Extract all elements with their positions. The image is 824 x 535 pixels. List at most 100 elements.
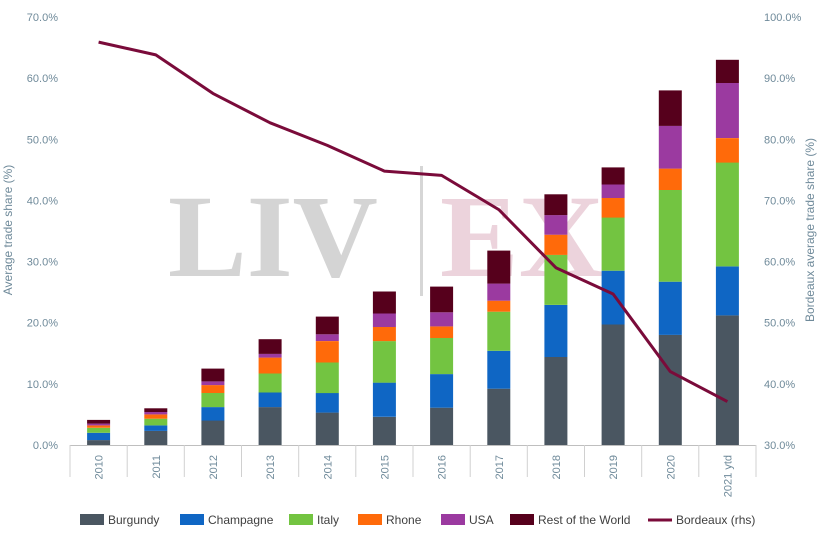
bar-rest-of-the-world-2016: [430, 286, 454, 313]
y-tick-label: 20.0%: [27, 318, 58, 330]
bar-burgundy-2015: [372, 416, 396, 445]
bar-rest-of-the-world-2021-ytd: [715, 59, 739, 83]
bar-rest-of-the-world-2010: [87, 419, 111, 424]
bar-rest-of-the-world-2015: [372, 291, 396, 314]
bar-rhone-2016: [430, 326, 454, 338]
x-tick-label: 2011: [151, 455, 163, 479]
bar-champagne-2019: [601, 270, 625, 325]
bar-champagne-2012: [201, 407, 225, 421]
bar-usa-2016: [430, 312, 454, 327]
y2-tick-label: 80.0%: [764, 134, 795, 146]
y2-tick-label: 70.0%: [764, 195, 795, 207]
bar-usa-2018: [544, 215, 568, 235]
x-tick-label: 2018: [551, 455, 563, 479]
bar-usa-2015: [372, 313, 396, 327]
x-tick-label: 2021 ytd: [722, 455, 734, 497]
legend-swatch-rest-of-the-world: [510, 514, 534, 525]
bar-champagne-2016: [430, 374, 454, 408]
bar-rest-of-the-world-2019: [601, 167, 625, 185]
bar-usa-2011: [144, 412, 168, 415]
x-tick-label: 2014: [322, 455, 334, 479]
bar-rhone-2020: [658, 168, 682, 190]
bar-burgundy-2012: [201, 420, 225, 445]
y2-tick-label: 90.0%: [764, 73, 795, 85]
bar-usa-2017: [487, 283, 511, 301]
legend-label-burgundy: Burgundy: [108, 513, 159, 527]
bar-usa-2010: [87, 423, 111, 426]
y-tick-label: 50.0%: [27, 134, 58, 146]
bar-burgundy-2014: [315, 412, 339, 445]
bar-rhone-2019: [601, 198, 625, 218]
bar-burgundy-2018: [544, 357, 568, 445]
y-axis-title: Average trade share (%): [1, 165, 15, 296]
legend-swatch-rhone: [358, 514, 382, 525]
legend: Burgundy Champagne Italy Rhone USA Rest of th…: [80, 513, 755, 527]
x-tick-label: 2016: [437, 455, 449, 479]
bar-rhone-2018: [544, 234, 568, 255]
bar-champagne-2011: [144, 425, 168, 431]
bar-burgundy-2011: [144, 430, 168, 445]
x-tick-label: 2012: [208, 455, 220, 479]
bar-rhone-2021-ytd: [715, 138, 739, 163]
bar-champagne-2015: [372, 382, 396, 417]
bar-italy-2020: [658, 190, 682, 282]
y2-tick-label: 50.0%: [764, 318, 795, 330]
x-tick-label: 2010: [94, 455, 106, 479]
y2-axis-title: Bordeaux average trade share (%): [803, 138, 817, 322]
y2-tick-label: 60.0%: [764, 257, 795, 269]
bar-rest-of-the-world-2014: [315, 316, 339, 335]
bar-italy-2013: [258, 373, 282, 393]
y2-tick-label: 40.0%: [764, 379, 795, 391]
watermark-left-text: LIV: [168, 171, 378, 302]
bar-italy-2017: [487, 311, 511, 351]
bar-rhone-2011: [144, 414, 168, 419]
bar-rest-of-the-world-2013: [258, 339, 282, 354]
line-layer: [98, 40, 729, 403]
bar-champagne-2013: [258, 392, 282, 408]
y-tick-label: 70.0%: [27, 12, 58, 24]
bar-italy-2019: [601, 217, 625, 271]
bar-usa-2013: [258, 353, 282, 358]
bar-usa-2021-ytd: [715, 83, 739, 138]
bar-champagne-2010: [87, 432, 111, 441]
bar-usa-2012: [201, 381, 225, 386]
y2-tick-label: 30.0%: [764, 440, 795, 452]
bar-burgundy-2010: [87, 440, 111, 445]
watermark-divider: [420, 166, 423, 296]
legend-label-rhone: Rhone: [386, 513, 422, 527]
y2-tick-label: 100.0%: [764, 12, 802, 24]
bar-usa-2014: [315, 334, 339, 341]
bar-burgundy-2016: [430, 407, 454, 445]
y-tick-label: 10.0%: [27, 379, 58, 391]
legend-label-usa: USA: [469, 513, 494, 527]
bar-rest-of-the-world-2011: [144, 408, 168, 412]
axes-layer: 2010 2011 2012 2013 2014 2015 2016 2017 2018 2019…: [27, 12, 802, 497]
bar-champagne-2020: [658, 281, 682, 335]
legend-swatch-burgundy: [80, 514, 104, 525]
legend-label-italy: Italy: [317, 513, 339, 527]
bar-italy-2021-ytd: [715, 162, 739, 267]
bar-burgundy-2019: [601, 324, 625, 445]
bar-italy-2014: [315, 362, 339, 394]
bar-rhone-2010: [87, 425, 111, 428]
bar-italy-2011: [144, 418, 168, 426]
bar-rhone-2015: [372, 327, 396, 342]
bar-rhone-2017: [487, 300, 511, 312]
bar-rest-of-the-world-2012: [201, 368, 225, 382]
bar-italy-2016: [430, 338, 454, 375]
bar-rhone-2013: [258, 357, 282, 374]
x-tick-label: 2013: [265, 455, 277, 479]
bar-champagne-2021-ytd: [715, 266, 739, 316]
legend-label-bordeaux: Bordeaux (rhs): [676, 513, 755, 527]
bar-rest-of-the-world-2018: [544, 194, 568, 216]
bar-usa-2019: [601, 184, 625, 198]
bar-rhone-2012: [201, 385, 225, 393]
y-tick-label: 30.0%: [27, 257, 58, 269]
watermark: LIV EX: [168, 166, 604, 302]
legend-label-champagne: Champagne: [208, 513, 274, 527]
bar-usa-2020: [658, 125, 682, 169]
line-bordeaux: [98, 40, 729, 403]
x-tick-label: 2015: [379, 455, 391, 479]
legend-label-rest-of-the-world: Rest of the World: [538, 513, 630, 527]
bar-burgundy-2017: [487, 388, 511, 445]
